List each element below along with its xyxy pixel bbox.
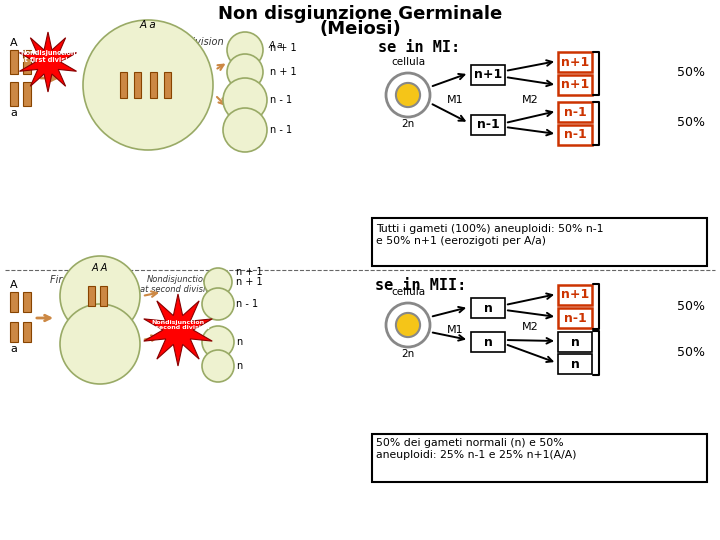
- Text: A a: A a: [140, 20, 156, 30]
- Bar: [88, 286, 95, 306]
- Text: n: n: [484, 301, 492, 314]
- Text: First division: First division: [50, 275, 112, 285]
- Bar: [10, 292, 18, 312]
- Text: Nondisjunction
at first division: Nondisjunction at first division: [19, 50, 76, 63]
- Bar: [471, 298, 505, 318]
- Text: n-1: n-1: [564, 312, 586, 325]
- Polygon shape: [19, 32, 76, 92]
- Bar: [558, 308, 592, 328]
- Bar: [164, 72, 171, 98]
- Text: 2n: 2n: [401, 119, 415, 129]
- Text: Tutti i gameti (100%) aneuploidi: 50% n-1
e 50% n+1 (eerozigoti per A/a): Tutti i gameti (100%) aneuploidi: 50% n-…: [376, 224, 603, 246]
- Bar: [558, 125, 592, 145]
- Text: n-1: n-1: [564, 129, 586, 141]
- Circle shape: [223, 108, 267, 152]
- Text: 50%: 50%: [677, 117, 705, 130]
- Text: (Meiosi): (Meiosi): [319, 20, 401, 38]
- Text: A A: A A: [92, 263, 108, 273]
- Bar: [120, 72, 127, 98]
- Text: cellula: cellula: [391, 57, 425, 67]
- Circle shape: [204, 268, 232, 296]
- Text: se in MI:: se in MI:: [378, 40, 460, 55]
- Text: A a: A a: [268, 42, 282, 51]
- Circle shape: [396, 83, 420, 107]
- Text: n: n: [236, 337, 242, 347]
- Text: Second division: Second division: [147, 37, 223, 47]
- Bar: [100, 286, 107, 306]
- Bar: [471, 65, 505, 85]
- Text: M1: M1: [446, 325, 463, 335]
- Text: M1: M1: [446, 95, 463, 105]
- Text: Nondisjunction
at second division: Nondisjunction at second division: [146, 320, 210, 330]
- Bar: [471, 115, 505, 135]
- Bar: [23, 82, 31, 106]
- Bar: [558, 75, 592, 95]
- Circle shape: [202, 326, 234, 358]
- Text: n: n: [570, 357, 580, 370]
- Text: n + 1: n + 1: [236, 277, 263, 287]
- Text: n - 1: n - 1: [270, 95, 292, 105]
- Text: n-1: n-1: [477, 118, 500, 132]
- Text: 50% dei gameti normali (n) e 50%
aneuploidi: 25% n-1 e 25% n+1(A/A): 50% dei gameti normali (n) e 50% aneuplo…: [376, 438, 577, 460]
- Bar: [23, 292, 31, 312]
- Polygon shape: [144, 294, 212, 366]
- Text: M2: M2: [521, 95, 539, 105]
- Bar: [471, 332, 505, 352]
- Bar: [10, 82, 18, 106]
- Text: n + 1: n + 1: [270, 67, 297, 77]
- Circle shape: [83, 20, 213, 150]
- Text: n: n: [236, 361, 242, 371]
- Text: se in MII:: se in MII:: [375, 278, 467, 293]
- Text: Non disgiunzione Germinale: Non disgiunzione Germinale: [218, 5, 502, 23]
- Bar: [372, 218, 707, 266]
- Text: n: n: [570, 335, 580, 348]
- Circle shape: [396, 313, 420, 337]
- Bar: [10, 50, 18, 74]
- Text: n - 1: n - 1: [236, 299, 258, 309]
- Bar: [558, 354, 592, 374]
- Circle shape: [202, 288, 234, 320]
- Text: n - 1: n - 1: [270, 125, 292, 135]
- Bar: [23, 50, 31, 74]
- Text: A: A: [10, 38, 18, 48]
- Text: n: n: [484, 335, 492, 348]
- Text: 50%: 50%: [677, 66, 705, 79]
- Circle shape: [60, 304, 140, 384]
- Text: a: a: [11, 108, 17, 118]
- Text: n+1: n+1: [561, 288, 589, 301]
- Text: n+1: n+1: [561, 78, 589, 91]
- Circle shape: [202, 350, 234, 382]
- Circle shape: [227, 32, 263, 68]
- Text: 50%: 50%: [677, 347, 705, 360]
- Bar: [150, 72, 157, 98]
- Bar: [558, 52, 592, 72]
- Text: A: A: [10, 280, 18, 290]
- Bar: [10, 322, 18, 342]
- Bar: [558, 332, 592, 352]
- Bar: [558, 102, 592, 122]
- Text: a: a: [11, 344, 17, 354]
- Bar: [558, 285, 592, 305]
- Circle shape: [227, 54, 263, 90]
- Text: n-1: n-1: [564, 105, 586, 118]
- Text: M2: M2: [521, 322, 539, 332]
- Text: Nondisjunction
at second division: Nondisjunction at second division: [140, 275, 216, 294]
- Circle shape: [60, 256, 140, 336]
- Text: 50%: 50%: [677, 300, 705, 313]
- Bar: [23, 322, 31, 342]
- Text: 2n: 2n: [401, 349, 415, 359]
- Bar: [134, 72, 141, 98]
- Text: n + 1: n + 1: [236, 267, 263, 277]
- Text: n + 1: n + 1: [270, 43, 297, 53]
- Text: n+1: n+1: [561, 56, 589, 69]
- Circle shape: [223, 78, 267, 122]
- Text: cellula: cellula: [391, 287, 425, 297]
- Text: n+1: n+1: [474, 69, 502, 82]
- Bar: [372, 434, 707, 482]
